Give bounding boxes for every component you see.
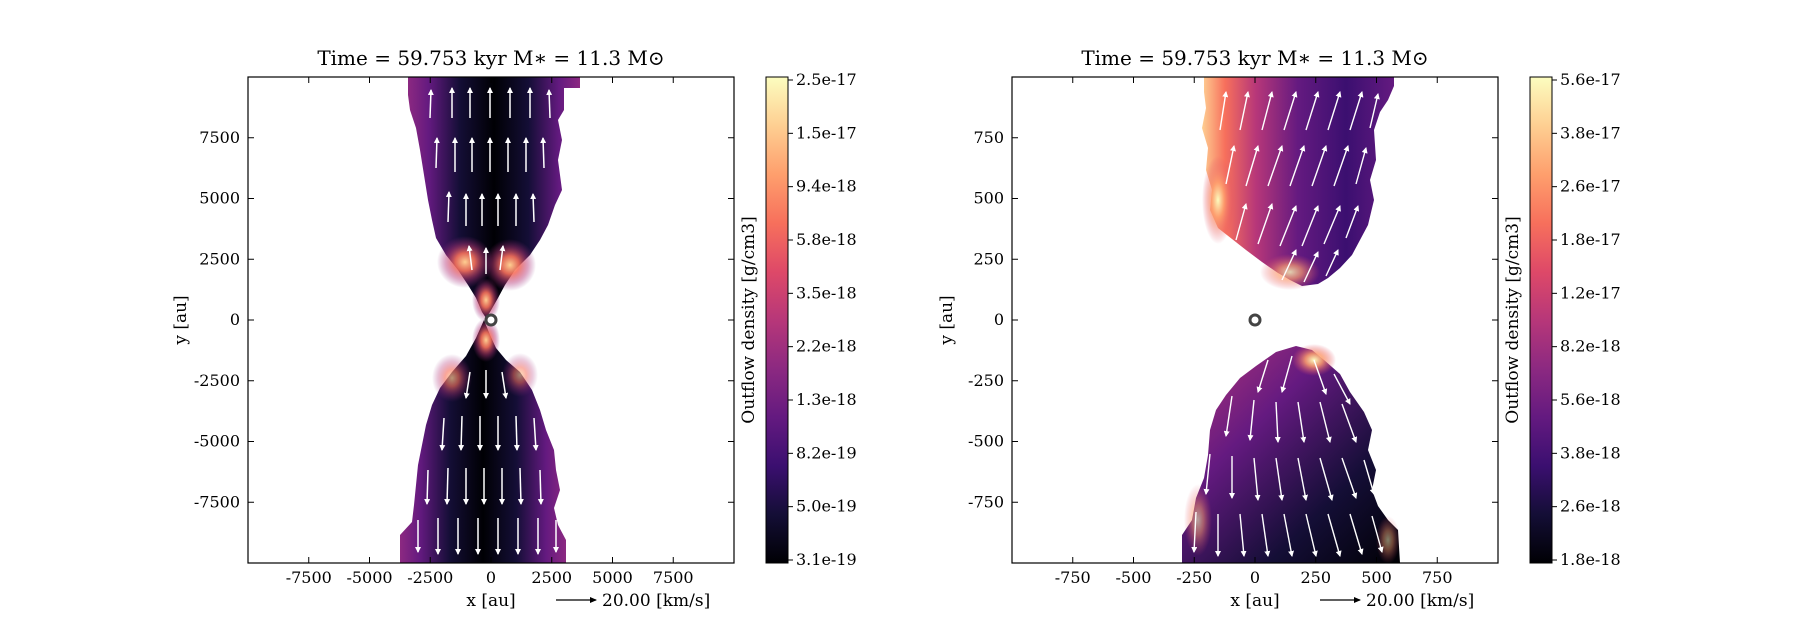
right-xtick-label: -500 [1116,568,1152,587]
left-colorbar-ticks: 2.5e-17 1.5e-17 9.4e-18 5.8e-18 3.5e-18 2.2e-… [788,70,857,569]
right-colorbar-ticks: 5.6e-17 3.8e-17 2.6e-17 1.8e-17 1.2e-17 8.2e-… [1552,70,1621,569]
left-ytick-label: -2500 [194,371,240,390]
left-plot-area [248,77,734,563]
right-velocity-field [1191,91,1384,557]
right-ytick-label: 750 [973,128,1004,147]
right-xtick-label: 250 [1300,568,1331,587]
left-title: Time = 59.753 kyr M∗ = 11.3 M⊙ [317,46,664,70]
right-colorbar-tick-label: 8.2e-18 [1560,337,1621,356]
right-ytick-label: 250 [973,249,1004,268]
right-colorbar-tick-label: 5.6e-18 [1560,390,1621,409]
right-colorbar [1529,76,1553,564]
left-xtick-label: -2500 [407,568,453,587]
right-xtick-label: 750 [1422,568,1453,587]
left-colorbar [765,76,789,564]
left-colorbar-tick-label: 3.1e-19 [796,550,857,569]
left-xtick-label: 7500 [653,568,694,587]
right-panel: Time = 59.753 kyr M∗ = 11.3 M⊙ [937,46,1621,611]
left-xlabel: x [au] [466,591,515,611]
left-ytick-label: 0 [230,310,240,329]
left-colorbar-tick-label: 8.2e-19 [796,443,857,462]
right-xtick-label: -750 [1055,568,1091,587]
left-ticks: -7500 -5000 -2500 0 2500 5000 7500 7500 5000 2500… [194,77,734,587]
left-ylabel: y [au] [171,295,191,345]
left-colorbar-tick-label: 1.5e-17 [796,123,857,142]
right-colorbar-label: Outflow density [g/cm3] [1503,216,1523,423]
left-star-marker [484,313,498,327]
left-colorbar-tick-label: 1.3e-18 [796,390,857,409]
right-colorbar-tick-label: 2.6e-18 [1560,497,1621,516]
left-ytick-label: 2500 [199,249,240,268]
right-xtick-label: 0 [1250,568,1260,587]
left-xtick-label: -7500 [286,568,332,587]
left-colorbar-tick-label: 5.0e-19 [796,497,857,516]
left-ytick-label: 5000 [199,189,240,208]
right-ytick-label: 500 [973,189,1004,208]
right-title: Time = 59.753 kyr M∗ = 11.3 M⊙ [1081,46,1428,70]
right-ytick-label: -250 [968,371,1004,390]
left-colorbar-tick-label: 9.4e-18 [796,177,857,196]
right-colorbar-tick-label: 3.8e-18 [1560,443,1621,462]
left-ytick-label: -7500 [194,492,240,511]
right-colorbar-tick-label: 1.8e-17 [1560,230,1621,249]
right-ytick-label: 0 [994,310,1004,329]
right-colorbar-tick-label: 1.2e-17 [1560,283,1621,302]
right-colorbar-tick-label: 5.6e-17 [1560,70,1621,89]
left-colorbar-tick-label: 2.2e-18 [796,337,857,356]
left-xtick-label: -5000 [346,568,392,587]
left-ytick-label: -5000 [194,432,240,451]
right-velocity-key-label: 20.00 [km/s] [1366,591,1474,611]
left-panel: Time = 59.753 kyr M∗ = 11.3 M⊙ [171,46,857,611]
left-xtick-label: 5000 [592,568,633,587]
left-velocity-key-label: 20.00 [km/s] [602,591,710,611]
left-colorbar-tick-label: 2.5e-17 [796,70,857,89]
right-xtick-label: -250 [1176,568,1212,587]
right-ticks: -750 -500 -250 0 250 500 750 750 500 250 0 -250 -500… [968,77,1498,587]
right-xtick-label: 500 [1361,568,1392,587]
right-plot-area [1012,77,1498,563]
right-colorbar-tick-label: 1.8e-18 [1560,550,1621,569]
right-star-marker [1248,313,1262,327]
right-upper-lobe [1202,77,1394,286]
left-colorbar-tick-label: 3.5e-18 [796,283,857,302]
left-velocity-field [415,87,559,555]
left-xtick-label: 0 [486,568,496,587]
right-xlabel: x [au] [1230,591,1279,611]
left-xtick-label: 2500 [531,568,572,587]
right-ylabel: y [au] [937,295,957,345]
right-colorbar-tick-label: 2.6e-17 [1560,177,1621,196]
right-ytick-label: -500 [968,432,1004,451]
left-ytick-label: 7500 [199,128,240,147]
right-colorbar-tick-label: 3.8e-17 [1560,123,1621,142]
right-ytick-label: -750 [968,492,1004,511]
left-colorbar-label: Outflow density [g/cm3] [739,216,759,423]
left-colorbar-tick-label: 5.8e-18 [796,230,857,249]
